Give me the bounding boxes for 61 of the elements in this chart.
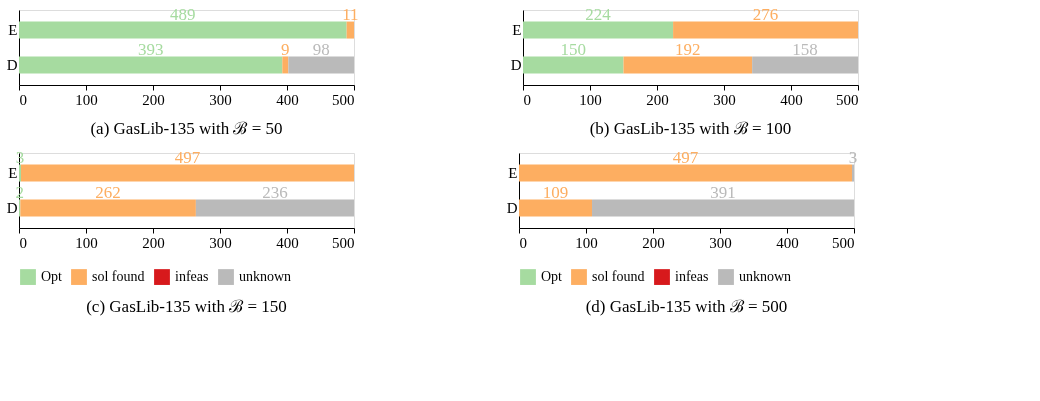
- legend-label: Opt: [541, 269, 563, 285]
- x-tick-label: 400: [780, 91, 803, 108]
- x-tick-label: 300: [209, 234, 232, 251]
- data-label: 9: [281, 39, 290, 59]
- data-label: 3: [848, 148, 858, 168]
- data-label: 192: [675, 39, 701, 59]
- data-label: 236: [262, 182, 288, 202]
- x-tick-label: 300: [709, 234, 732, 251]
- data-label: 391: [710, 182, 736, 202]
- x-tick-label: 500: [836, 91, 859, 108]
- x-tick-label: 400: [276, 91, 299, 108]
- legend-label: unknown: [239, 269, 292, 285]
- y-tick-label: D: [506, 199, 518, 216]
- text: (a) GasLib-135 with ℬ = 50: [90, 119, 283, 138]
- y-tick-label: E: [8, 22, 18, 39]
- y-tick-label: D: [510, 56, 522, 73]
- x-tick-label: 0: [519, 234, 527, 251]
- data-label: 11: [342, 5, 359, 25]
- x-tick-label: 200: [142, 234, 165, 251]
- x-tick-label: 300: [209, 91, 232, 108]
- legend-label: sol found: [592, 269, 645, 285]
- data-label: 497: [672, 148, 699, 168]
- data-label: 262: [95, 182, 121, 202]
- data-label: 150: [560, 39, 586, 59]
- y-tick-label: D: [6, 199, 18, 216]
- data-label: 393: [137, 39, 164, 59]
- y-tick-label: D: [6, 56, 18, 73]
- x-tick-label: 400: [276, 234, 299, 251]
- text: (c) GasLib-135 with ℬ = 150: [86, 297, 287, 316]
- x-tick-label: 100: [579, 91, 602, 108]
- data-label: 109: [542, 182, 569, 202]
- x-tick-label: 300: [713, 91, 736, 108]
- x-tick-label: 500: [332, 234, 355, 251]
- x-tick-label: 500: [332, 91, 355, 108]
- legend-label: Opt: [41, 269, 63, 285]
- x-tick-label: 100: [75, 91, 98, 108]
- x-tick-label: 200: [646, 91, 669, 108]
- data-label: 497: [174, 148, 201, 168]
- x-tick-label: 100: [575, 234, 598, 251]
- y-tick-label: E: [508, 165, 518, 182]
- data-label: 98: [312, 39, 330, 59]
- data-label: 276: [752, 5, 779, 25]
- x-tick-label: 200: [642, 234, 665, 251]
- x-tick-label: 0: [523, 91, 531, 108]
- y-tick-label: E: [8, 165, 18, 182]
- text: (d) GasLib-135 with ℬ = 500: [585, 297, 788, 316]
- data-label: 489: [170, 5, 196, 25]
- legend-label: infeas: [175, 269, 209, 285]
- x-tick-label: 100: [75, 234, 98, 251]
- x-tick-label: 500: [832, 234, 855, 251]
- y-tick-label: E: [512, 22, 522, 39]
- data-label: 158: [792, 39, 818, 59]
- legend-label: infeas: [675, 269, 709, 285]
- x-tick-label: 0: [19, 234, 27, 251]
- x-tick-label: 0: [19, 91, 27, 108]
- legend-label: sol found: [92, 269, 145, 285]
- data-label: 224: [585, 5, 612, 25]
- legend-label: unknown: [739, 269, 792, 285]
- text: (b) GasLib-135 with ℬ = 100: [589, 119, 792, 138]
- x-tick-label: 400: [776, 234, 799, 251]
- x-tick-label: 200: [142, 91, 165, 108]
